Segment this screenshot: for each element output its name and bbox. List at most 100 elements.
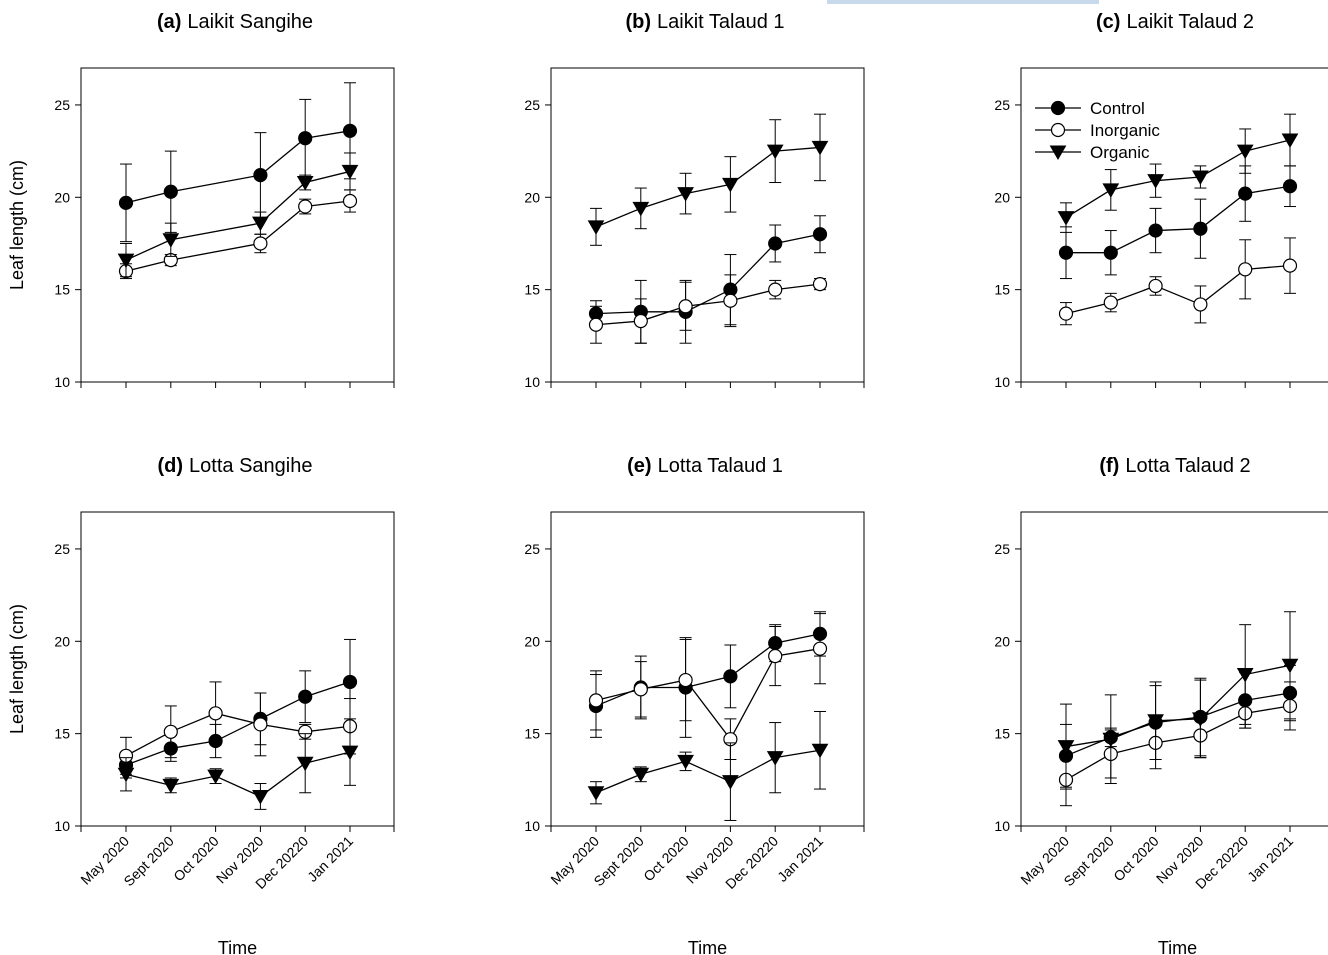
series-line <box>125 200 351 272</box>
chart-title: (c) Laikit Talaud 2 <box>1096 11 1254 33</box>
series-line <box>1066 185 1291 254</box>
marker-organic <box>1236 668 1254 683</box>
series-line <box>595 749 821 794</box>
chart-title-label: (b) <box>625 11 651 33</box>
plot-frame <box>80 67 395 383</box>
chart-panel: (a) Laikit Sangihe 10 15 20 25 Leaf length (cm… <box>7 11 395 390</box>
marker-organic <box>252 216 269 232</box>
marker-organic <box>632 767 650 783</box>
marker-control <box>1148 223 1163 238</box>
chart-title-label: (f) <box>1099 455 1119 477</box>
marker-inorganic <box>678 299 693 314</box>
marker-organic <box>341 164 359 180</box>
y-tick-label: 15 <box>54 726 70 742</box>
y-tick-label: 20 <box>54 633 70 649</box>
chart-panel: (c) Laikit Talaud 2 10 15 20 25 Control Inorgan… <box>994 11 1328 390</box>
y-tick-label: 20 <box>994 633 1010 649</box>
series-line <box>1065 264 1291 315</box>
plot-frame <box>80 511 395 827</box>
series-inorganic <box>118 681 358 775</box>
marker-inorganic <box>1282 258 1298 273</box>
y-tick-label: 15 <box>994 282 1010 298</box>
plot-frame <box>1020 67 1328 383</box>
series-organic <box>587 113 829 246</box>
marker-inorganic <box>253 236 268 251</box>
y-tick-label: 10 <box>54 374 70 390</box>
y-tick-label: 20 <box>524 189 540 205</box>
marker-organic <box>1192 712 1209 727</box>
chart-title-text: Lotta Talaud 2 <box>1125 455 1250 477</box>
marker-control <box>1193 221 1208 236</box>
marker-control <box>1103 245 1118 260</box>
y-tick-label: 15 <box>524 282 540 298</box>
chart-title-label: (c) <box>1096 11 1120 33</box>
y-tick-label: 15 <box>524 726 540 742</box>
y-tick-label: 25 <box>54 541 70 557</box>
marker-organic <box>1049 145 1067 161</box>
marker-inorganic <box>1103 295 1118 310</box>
chart-title-text: Laikit Talaud 2 <box>1126 11 1254 33</box>
series-inorganic <box>118 189 358 280</box>
marker-inorganic <box>342 193 358 209</box>
marker-inorganic <box>253 717 268 732</box>
legend-entry: Organic <box>1090 143 1150 162</box>
marker-control <box>298 689 313 704</box>
x-axis-label: Time <box>1158 938 1197 955</box>
marker-inorganic <box>588 317 604 332</box>
legend: Control Inorganic Organic <box>1035 99 1160 162</box>
x-tick-label: Jan 2021 <box>774 833 826 885</box>
y-axis-label: Leaf length (cm) <box>7 604 27 734</box>
chart-title-text: Laikit Sangihe <box>187 11 313 33</box>
chart-title: (d) Lotta Sangihe <box>158 455 313 477</box>
series-organic <box>1057 611 1299 790</box>
marker-organic <box>1281 133 1299 149</box>
marker-organic <box>632 201 650 217</box>
marker-inorganic <box>812 277 828 292</box>
marker-inorganic <box>208 706 223 721</box>
marker-control <box>1058 245 1074 260</box>
marker-control <box>253 168 268 183</box>
series-line <box>125 170 351 261</box>
series-inorganic <box>1058 237 1298 326</box>
series-organic <box>587 710 829 821</box>
marker-organic <box>1102 183 1120 198</box>
marker-inorganic <box>768 282 783 297</box>
plot-frame <box>550 511 865 827</box>
marker-control <box>1282 179 1298 194</box>
marker-organic <box>1147 174 1164 189</box>
marker-organic <box>207 769 224 785</box>
marker-inorganic <box>768 648 783 664</box>
marker-organic <box>1147 714 1164 729</box>
marker-inorganic <box>163 724 178 739</box>
y-tick-label: 20 <box>54 189 70 205</box>
series-control <box>1058 664 1298 788</box>
top-edge-bar <box>827 0 1099 4</box>
series-line <box>125 130 351 204</box>
legend-entry: Inorganic <box>1090 121 1160 140</box>
marker-control <box>812 227 828 242</box>
marker-organic <box>1057 740 1075 755</box>
y-tick-label: 25 <box>54 97 70 113</box>
marker-organic <box>252 789 269 805</box>
marker-organic <box>117 253 135 269</box>
chart-title-label: (a) <box>157 11 181 33</box>
series-control <box>588 215 828 344</box>
series-organic <box>1057 113 1299 233</box>
y-tick-label: 20 <box>994 189 1010 205</box>
marker-organic <box>1192 170 1209 185</box>
marker-organic <box>766 751 784 766</box>
marker-organic <box>766 144 784 160</box>
marker-organic <box>162 233 180 248</box>
marker-organic <box>677 187 694 202</box>
marker-organic <box>341 745 359 761</box>
series-control <box>588 611 828 738</box>
series-line <box>1065 664 1291 748</box>
marker-control <box>118 195 134 210</box>
marker-inorganic <box>723 293 738 308</box>
chart-title: (b) Laikit Talaud 1 <box>625 11 784 33</box>
y-tick-label: 10 <box>524 374 540 390</box>
marker-control <box>1050 100 1066 116</box>
y-tick-label: 25 <box>994 97 1010 113</box>
series-line <box>595 633 821 707</box>
